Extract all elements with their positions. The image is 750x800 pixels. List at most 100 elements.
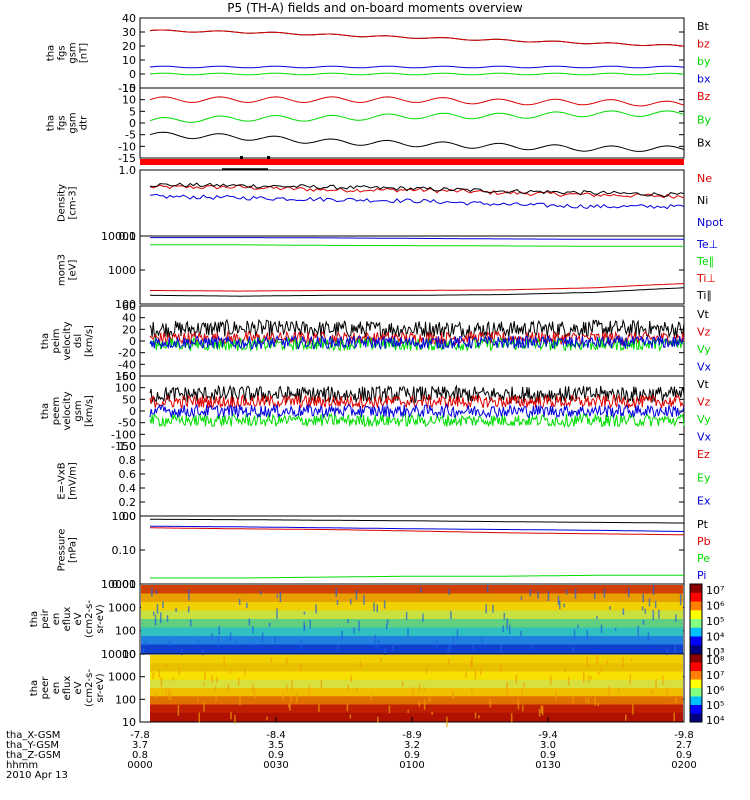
spectrogram-streak	[188, 589, 190, 601]
series-Bz-line	[149, 96, 685, 107]
spectrogram-streak	[481, 637, 483, 645]
ytick-label-ion_spec: 10	[122, 648, 136, 661]
colorbar-label: 10⁵	[706, 699, 724, 712]
colorbar-segment	[690, 619, 702, 629]
ytick-label-vel1: 20	[122, 323, 136, 336]
colorbar-segment	[690, 654, 702, 663]
spectrogram-streak	[337, 644, 339, 650]
legend-bcomp: By	[697, 113, 712, 126]
spectrogram-streak	[384, 648, 386, 658]
spectrogram-streak	[662, 675, 664, 686]
spectrogram-streak	[349, 599, 352, 605]
ylabel-ion_spec: (cm2-s-	[84, 600, 95, 638]
ylabel-ion_spec: eflux	[62, 607, 73, 632]
spectrogram-streak	[238, 599, 241, 605]
spectrogram-streak	[300, 662, 302, 672]
spectrogram-band	[150, 663, 683, 672]
legend-vel2: Vz	[697, 396, 711, 409]
ytick-label-vel1: -20	[118, 347, 136, 360]
ytick-label-vel1: -60	[118, 370, 136, 383]
ytick-label-bfield: 0	[129, 68, 136, 81]
panel-frame-efield	[139, 445, 685, 517]
spectrogram-streak	[549, 675, 552, 685]
spectrogram-streak	[480, 667, 482, 675]
spectrogram-streak	[216, 676, 218, 684]
xaxis-row-value: 3.0	[540, 740, 556, 751]
spectrogram-streak	[215, 696, 217, 702]
spectrogram-streak	[291, 680, 293, 692]
spectrogram-streak	[600, 667, 602, 672]
spectrogram-streak	[227, 684, 230, 693]
spectrogram-streak	[500, 644, 502, 654]
legend-bcomp: Bz	[697, 90, 711, 103]
spectrogram-streak	[594, 697, 596, 706]
ytick-label-bcomp: 10	[122, 94, 136, 107]
legend-vel2: Vx	[697, 431, 712, 444]
spectrogram-streak	[506, 682, 508, 688]
spectrogram-streak	[363, 595, 365, 605]
spectrogram-streak	[244, 668, 246, 676]
status-bar	[140, 159, 684, 165]
xaxis-row-value: -8.9	[402, 730, 422, 741]
colorbar-segment	[690, 636, 702, 646]
spectrogram-streak	[588, 674, 590, 683]
spectrogram-streak	[647, 632, 650, 642]
ylabel-vel1: tha	[40, 333, 51, 349]
spectrogram-streak	[652, 585, 655, 596]
spectrogram-band	[141, 636, 683, 645]
colorbar-segment	[690, 584, 702, 594]
spectrogram-streak	[349, 714, 352, 719]
spectrogram-streak	[181, 649, 183, 657]
legend-temp: Te⊥	[696, 238, 718, 251]
legend-efield: Ez	[697, 448, 710, 461]
spectrogram-streak	[155, 693, 158, 699]
spectrogram-streak	[204, 670, 206, 680]
spectrogram-streak	[447, 658, 450, 666]
ytick-label-temp: 100	[115, 298, 136, 311]
xaxis-row-value: -7.8	[130, 730, 150, 741]
spectrogram-streak	[388, 705, 391, 714]
spectrogram-band	[141, 585, 683, 594]
spectrogram-streak	[202, 649, 204, 657]
colorbar-label: 10⁴	[706, 631, 725, 644]
xaxis-row-value: 3.7	[132, 740, 148, 751]
legend-density: Ne	[697, 172, 712, 185]
spectrogram-streak	[600, 624, 603, 634]
spectrogram-streak	[261, 632, 264, 643]
spectrogram-streak	[625, 714, 627, 721]
spectrogram-streak	[386, 619, 389, 625]
spectrogram-streak	[515, 674, 518, 684]
spectrogram-streak	[318, 704, 320, 712]
spectrogram-streak	[586, 630, 589, 639]
spectrogram-streak	[177, 705, 180, 716]
series-Pt-line	[150, 518, 685, 524]
series-Ni-line	[149, 182, 685, 198]
colorbar-segment	[690, 671, 702, 680]
spectrogram-band	[141, 619, 683, 628]
spectrogram-streak	[448, 588, 450, 595]
spectrogram-streak	[642, 619, 645, 625]
xaxis-row-value: 2.7	[676, 740, 692, 751]
spectrogram-streak	[335, 588, 337, 597]
spectrogram-streak	[658, 609, 660, 619]
series-Npot-line	[149, 193, 685, 210]
spectrogram-streak	[622, 657, 624, 669]
spectrogram-streak	[268, 622, 271, 627]
spectrogram-streak	[531, 643, 533, 649]
spectrogram-streak	[446, 716, 448, 728]
spectrogram-streak	[500, 663, 502, 673]
spectrogram-streak	[573, 629, 576, 640]
series-Ti∥-line	[149, 287, 685, 297]
ylabel-ele_spec: (cm2-s-	[84, 669, 95, 707]
ylabel-density: Density	[57, 184, 68, 222]
spectrogram-streak	[428, 696, 431, 703]
ytick-label-temp: 1000	[108, 264, 136, 277]
ylabel-ion_spec: tha	[29, 611, 40, 627]
spectrogram-streak	[152, 672, 154, 679]
spectrogram-streak	[555, 690, 557, 700]
ylabel-efield: E=-VxB	[57, 462, 68, 499]
spectrogram-streak	[154, 614, 157, 626]
spectrogram-streak	[391, 642, 394, 651]
spectrogram-streak	[303, 621, 305, 632]
